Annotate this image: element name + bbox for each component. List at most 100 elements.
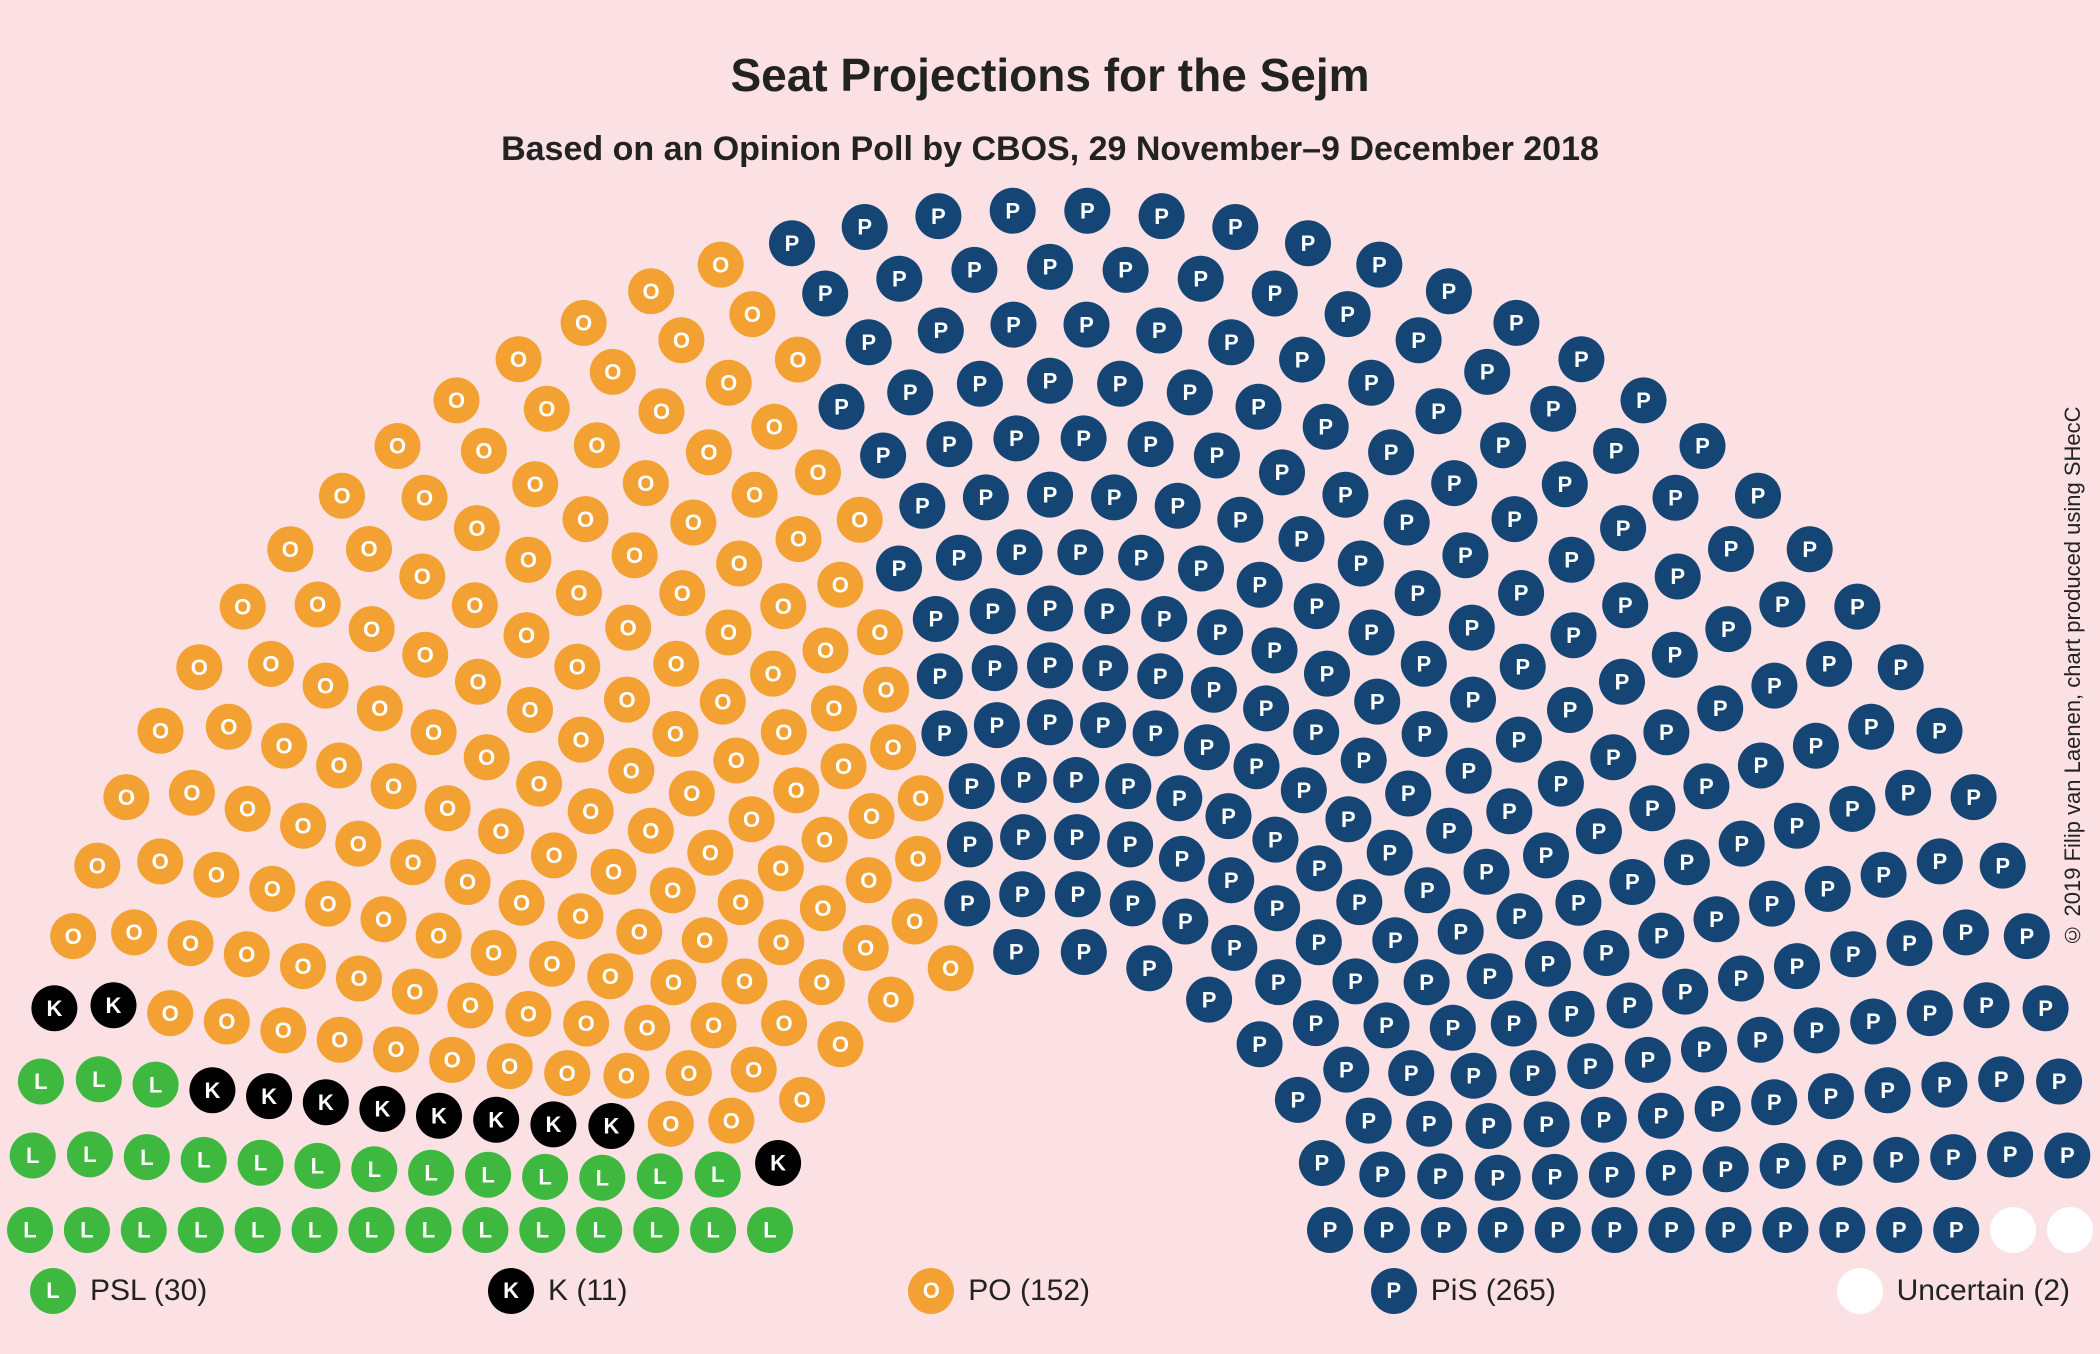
- seat-letter: P: [1352, 890, 1367, 915]
- seat-letter: O: [276, 733, 293, 758]
- seat-letter: P: [1546, 397, 1561, 422]
- seat-letter: P: [1296, 778, 1311, 803]
- seat-letter: O: [317, 673, 334, 698]
- seat-letter: P: [942, 432, 957, 457]
- seat-letter: P: [1417, 722, 1432, 747]
- seat-letter: O: [118, 785, 135, 810]
- seat-letter: P: [1966, 785, 1981, 810]
- seat-letter: P: [1502, 799, 1517, 824]
- seat-letter: P: [1323, 1218, 1338, 1243]
- seat-letter: P: [1311, 930, 1326, 955]
- seat-letter: P: [963, 832, 978, 857]
- seat-letter: P: [1902, 931, 1917, 956]
- seat-letter: P: [1767, 1090, 1782, 1115]
- seat-letter: P: [1466, 1064, 1481, 1089]
- seat-letter: P: [1734, 966, 1749, 991]
- seat-letter: P: [1267, 281, 1282, 306]
- seat-letter: P: [1670, 564, 1685, 589]
- seat-letter: P: [1340, 302, 1355, 327]
- seat-letter: O: [731, 551, 748, 576]
- seat-letter: L: [23, 1218, 36, 1243]
- seat-letter: O: [162, 1001, 179, 1026]
- seat-letter: O: [668, 652, 685, 677]
- seat-letter: P: [1249, 754, 1264, 779]
- seat-letter: P: [1754, 753, 1769, 778]
- seat-letter: P: [1422, 1111, 1437, 1136]
- seat-letter: P: [1509, 311, 1524, 336]
- seat-letter: P: [903, 380, 918, 405]
- seat-letter: O: [720, 620, 737, 645]
- seat-letter: P: [1079, 312, 1094, 337]
- seat-letter: O: [653, 399, 670, 424]
- seat-letter: P: [1564, 1002, 1579, 1027]
- seat-letter: P: [1388, 928, 1403, 953]
- seat-letter: P: [1268, 827, 1283, 852]
- seat-letter: O: [65, 924, 82, 949]
- seat-letter: O: [696, 928, 713, 953]
- seat-letter: P: [1458, 543, 1473, 568]
- seat-letter: P: [1193, 267, 1208, 292]
- seat-letter: P: [1379, 1013, 1394, 1038]
- seat-letter: P: [1979, 993, 1994, 1018]
- seat-letter: L: [308, 1218, 321, 1243]
- seat-letter: O: [238, 942, 255, 967]
- seat-letter: P: [1271, 970, 1286, 995]
- seat-letter: O: [462, 993, 479, 1018]
- seat-letter: P: [964, 774, 979, 799]
- seat-letter: P: [1889, 1148, 1904, 1173]
- seat-letter: O: [578, 1011, 595, 1036]
- seat-U: [1990, 1207, 2036, 1253]
- seat-letter: O: [448, 388, 465, 413]
- seat-letter: O: [813, 970, 830, 995]
- seat-letter: P: [1364, 370, 1379, 395]
- seat-letter: O: [126, 920, 143, 945]
- seat-letter: P: [1076, 426, 1091, 451]
- seat-letter: O: [700, 440, 717, 465]
- seat-letter: P: [1822, 652, 1837, 677]
- seat-letter: P: [1182, 380, 1197, 405]
- seat-letter: O: [459, 870, 476, 895]
- seat-letter: P: [1790, 814, 1805, 839]
- seat-letter: P: [1866, 1009, 1881, 1034]
- seat-letter: P: [1341, 807, 1356, 832]
- seat-letter: O: [527, 472, 544, 497]
- seat-letter: P: [1778, 1218, 1793, 1243]
- legend-swatch: K: [488, 1268, 534, 1314]
- seat-letter: O: [794, 1088, 811, 1113]
- legend-swatch: P: [1371, 1268, 1417, 1314]
- seat-letter: P: [1070, 825, 1085, 850]
- seat-letter: K: [261, 1084, 277, 1109]
- seat-letter: L: [711, 1162, 724, 1187]
- seat-letter: P: [1267, 638, 1282, 663]
- seat-letter: P: [1252, 572, 1267, 597]
- seat-letter: O: [764, 661, 781, 686]
- seat-letter: P: [785, 231, 800, 256]
- seat-letter: O: [572, 904, 589, 929]
- seat-letter: P: [1506, 1011, 1521, 1036]
- seat-letter: O: [863, 804, 880, 829]
- seat-letter: P: [1123, 832, 1138, 857]
- legend-label: PiS (265): [1431, 1274, 1556, 1308]
- seat-letter: P: [1664, 1218, 1679, 1243]
- seat-letter: O: [430, 923, 447, 948]
- seat-letter: L: [149, 1072, 162, 1097]
- seat-letter: O: [816, 827, 833, 852]
- seat-letter: P: [931, 204, 946, 229]
- seat-letter: P: [1411, 328, 1426, 353]
- seat-letter: O: [664, 878, 681, 903]
- seat-letter: P: [1892, 1218, 1907, 1243]
- seat-letter: P: [1194, 556, 1209, 581]
- seat-letter: P: [1479, 860, 1494, 885]
- seat-letter: O: [468, 516, 485, 541]
- seat-letter: P: [1070, 882, 1085, 907]
- legend-label: PSL (30): [90, 1274, 207, 1308]
- seat-letter: O: [152, 719, 169, 744]
- seat-letter: P: [1709, 907, 1724, 932]
- seat-letter: O: [371, 696, 388, 721]
- seat-letter: P: [1016, 768, 1031, 793]
- seat-letter: P: [1571, 891, 1586, 916]
- seat-letter: P: [1142, 956, 1157, 981]
- seat-letter: O: [406, 979, 423, 1004]
- seat-letter: O: [333, 483, 350, 508]
- seat-letter: O: [520, 548, 537, 573]
